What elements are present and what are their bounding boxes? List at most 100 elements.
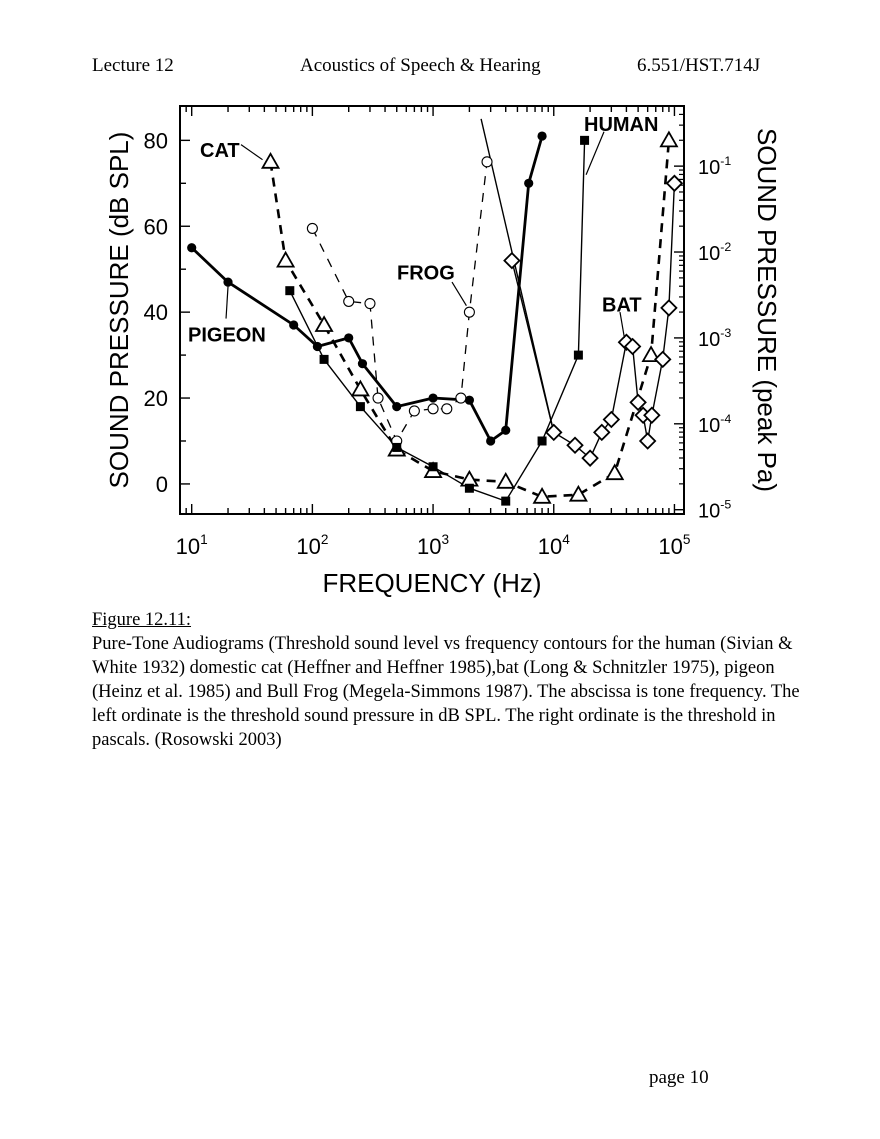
x-tick-label-base: 10 [417, 534, 441, 559]
data-point-frog [481, 156, 493, 168]
data-point-cat [260, 152, 281, 169]
data-point-bat [602, 410, 621, 429]
data-point-pigeon [524, 178, 534, 188]
data-point-frog [455, 392, 467, 404]
data-point-human [319, 354, 329, 364]
data-point-frog [441, 403, 453, 415]
x-tick-label-exponent: 2 [321, 532, 329, 547]
figure-caption: Figure 12.11: Pure-Tone Audiograms (Thre… [92, 608, 812, 752]
header-course-number: 6.551/HST.714J [637, 55, 761, 76]
y-axis-title: SOUND PRESSURE (dB SPL) [104, 132, 134, 489]
data-point-bat [665, 174, 684, 193]
data-point-frog [427, 403, 439, 415]
data-point-pigeon [357, 359, 368, 369]
data-point-pigeon [464, 395, 475, 405]
figure-label: Figure 12.11: [92, 610, 192, 630]
data-point-frog [343, 295, 355, 307]
data-point-human [355, 402, 365, 412]
annotation-leader-pigeon [225, 286, 229, 319]
data-point-cat [605, 463, 625, 481]
data-point-pigeon [428, 393, 438, 403]
annotation-leader-cat [240, 144, 263, 161]
y2-tick-label-base: 10 [698, 243, 720, 265]
annotation-label-cat: CAT [200, 140, 240, 162]
data-point-human [464, 483, 474, 493]
annotation-label-bat: BAT [602, 295, 642, 317]
data-point-pigeon [537, 131, 547, 141]
series-line-segment [480, 118, 555, 433]
page-number: page 10 [649, 1067, 709, 1088]
data-point-cat [276, 250, 296, 268]
y-tick-label: 20 [144, 386, 168, 411]
y2-tick-label-exponent: -4 [720, 412, 731, 426]
data-point-bat [629, 393, 647, 412]
data-point-pigeon [501, 425, 511, 435]
header-lecture: Lecture 12 [92, 55, 174, 76]
x-tick-label-base: 10 [658, 534, 682, 559]
y2-tick-label-exponent: -1 [720, 154, 731, 168]
series-line-cat [269, 140, 671, 499]
data-point-frog [306, 222, 318, 234]
x-tick-label-exponent: 5 [683, 532, 691, 547]
y2-axis-title: SOUND PRESSURE (peak Pa) [752, 128, 782, 492]
y2-tick-label: 10-5 [698, 498, 731, 523]
data-point-bat [660, 299, 678, 317]
data-point-pigeon [187, 243, 197, 253]
data-point-bat [544, 423, 563, 442]
x-tick-label-base: 10 [296, 534, 320, 559]
series-line-human [289, 140, 586, 502]
data-point-bat [638, 432, 657, 450]
data-point-frog [364, 298, 376, 310]
data-point-cat [496, 471, 516, 489]
data-point-human [580, 135, 590, 145]
data-point-bat [503, 251, 521, 270]
data-point-human [573, 350, 583, 360]
plot-frame [179, 105, 685, 515]
data-point-frog [463, 306, 475, 318]
y2-tick-label-exponent: -2 [720, 240, 731, 254]
annotation-label-human: HUMAN [584, 114, 658, 136]
y2-tick-label-exponent: -3 [720, 326, 731, 340]
data-point-human [285, 286, 295, 296]
y-tick-label: 0 [156, 472, 168, 497]
y2-tick-label: 10-3 [698, 326, 731, 351]
x-axis-title: FREQUENCY (Hz) [322, 568, 541, 598]
data-point-bat [566, 436, 584, 455]
data-point-bat [581, 449, 599, 467]
x-tick-label-exponent: 3 [442, 532, 450, 547]
y2-tick-label-exponent: -5 [720, 498, 731, 512]
y2-tick-label-base: 10 [698, 501, 720, 523]
data-point-human [428, 462, 438, 472]
x-tick-label: 105 [658, 532, 690, 559]
data-point-pigeon [344, 333, 354, 343]
data-point-cat [314, 315, 334, 332]
x-tick-label-exponent: 4 [562, 532, 570, 547]
header-title: Acoustics of Speech & Hearing [300, 55, 541, 76]
data-point-cat [350, 379, 370, 397]
x-tick-label: 103 [417, 532, 449, 559]
y2-tick-label-base: 10 [698, 157, 720, 179]
data-point-cat [568, 484, 588, 502]
x-tick-label: 102 [296, 532, 328, 559]
y-tick-label: 60 [144, 214, 168, 239]
y2-tick-label-base: 10 [698, 415, 720, 437]
data-point-cat [659, 130, 679, 148]
data-point-bat [643, 406, 661, 424]
data-point-pigeon [223, 277, 233, 287]
data-point-pigeon [289, 320, 299, 330]
data-point-human [392, 442, 402, 452]
data-point-frog [372, 392, 384, 404]
annotation-label-pigeon: PIGEON [188, 325, 266, 347]
data-point-bat [623, 337, 642, 356]
y-tick-label: 40 [144, 300, 168, 325]
x-tick-label: 101 [176, 532, 208, 559]
y-tick-label: 80 [144, 128, 168, 153]
data-point-cat [532, 487, 552, 504]
data-point-bat [653, 350, 672, 369]
data-point-pigeon [312, 341, 322, 352]
data-point-human [537, 436, 547, 446]
annotation-label-frog: FROG [397, 262, 455, 284]
annotation-leader-bat [619, 312, 626, 339]
